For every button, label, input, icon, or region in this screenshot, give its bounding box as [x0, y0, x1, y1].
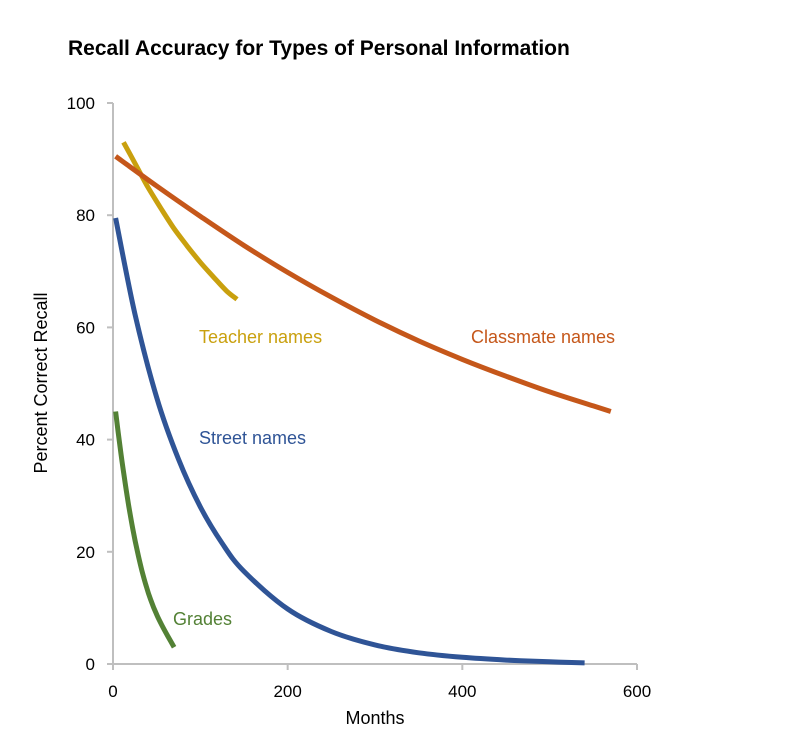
y-tick-label: 100: [67, 94, 95, 113]
series-label-teacher-names: Teacher names: [199, 327, 322, 347]
x-tick-label: 0: [108, 682, 117, 701]
x-tick-label: 400: [448, 682, 476, 701]
y-tick-label: 80: [76, 206, 95, 225]
series-label-classmate-names: Classmate names: [471, 327, 615, 347]
y-tick-label: 20: [76, 543, 95, 562]
y-tick-label: 60: [76, 318, 95, 337]
x-tick-label: 200: [273, 682, 301, 701]
series-line-teacher-names: [121, 141, 239, 302]
series-label-street-names: Street names: [199, 428, 306, 448]
y-tick-label: 40: [76, 431, 95, 450]
series-line-grades: [113, 411, 177, 649]
series-label-grades: Grades: [173, 609, 232, 629]
y-axis-label: Percent Correct Recall: [31, 292, 51, 473]
series-lines: [113, 141, 612, 666]
series-line-street-names: [113, 217, 585, 666]
x-tick-label: 600: [623, 682, 651, 701]
series-line-classmate-names: [114, 154, 612, 414]
x-axis-label: Months: [345, 708, 404, 728]
axes: [112, 103, 637, 665]
tick-labels: 0 200 400 600 0 20 40 60 80 100: [67, 94, 652, 701]
y-tick-label: 0: [86, 655, 95, 674]
chart-title: Recall Accuracy for Types of Personal In…: [68, 37, 570, 60]
tick-marks: [107, 102, 638, 670]
